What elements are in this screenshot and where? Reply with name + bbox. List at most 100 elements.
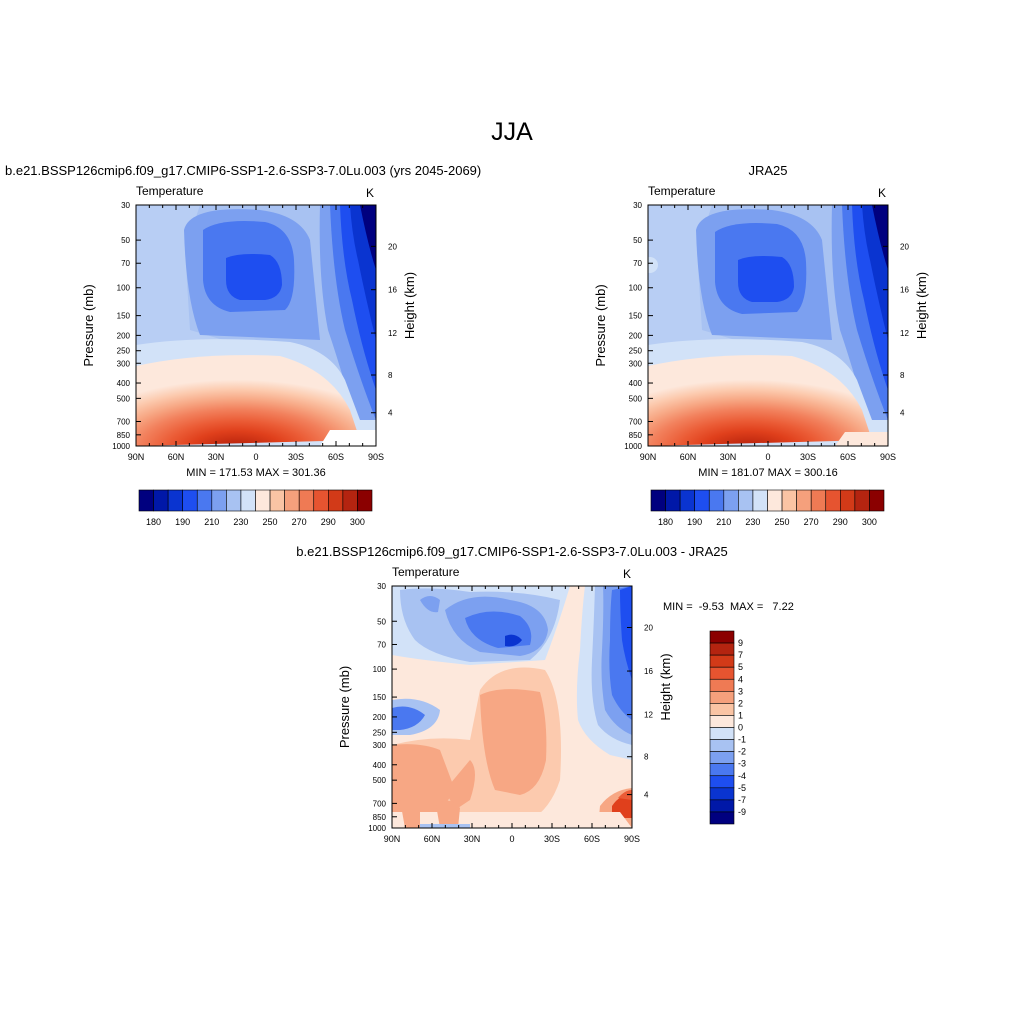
- colorbar-box: [694, 489, 710, 512]
- y-right-tick-label: 8: [388, 371, 393, 380]
- colorbar-box: [709, 775, 735, 789]
- colorbar-label: -5: [738, 783, 746, 793]
- colorbar-label: 0: [738, 723, 743, 733]
- colorbar-box: [810, 489, 827, 512]
- colorbar-label: 250: [775, 517, 790, 527]
- panel-3-units: K: [623, 567, 632, 581]
- y-tick-label: 200: [117, 331, 131, 340]
- y-tick-label: 700: [373, 799, 387, 808]
- colorbar-box: [709, 654, 735, 668]
- colorbar-box: [767, 489, 783, 512]
- colorbar-box: [709, 678, 735, 692]
- y-tick-label: 50: [633, 236, 642, 245]
- y-tick-label: 400: [629, 379, 643, 388]
- x-tick-label: 60S: [584, 834, 600, 844]
- colorbar-box: [709, 799, 735, 813]
- colorbar-box: [357, 489, 373, 512]
- colorbar-box: [709, 763, 735, 777]
- panel-3-left-string: Temperature: [392, 565, 460, 579]
- x-tick-label: 60N: [424, 834, 441, 844]
- x-tick-label: 0: [253, 452, 258, 462]
- panel-1-field: [136, 205, 376, 446]
- y-tick-label: 50: [377, 617, 386, 626]
- colorbar-box: [796, 489, 812, 512]
- panel-1-stats: MIN = 171.53 MAX = 301.36: [186, 467, 326, 479]
- colorbar-box: [679, 489, 695, 512]
- y-tick-label: 500: [373, 776, 387, 785]
- y-tick-label: 250: [373, 728, 387, 737]
- colorbar-label: 210: [204, 517, 219, 527]
- colorbar-box: [650, 489, 666, 512]
- colorbar-box: [342, 489, 358, 512]
- colorbar-box: [709, 715, 735, 728]
- colorbar-1: 180 190 210 230 250 270 290 300: [138, 489, 373, 527]
- colorbar-label: 300: [350, 517, 365, 527]
- y-tick-label: 150: [373, 693, 387, 702]
- panel-2-left-string: Temperature: [648, 184, 716, 198]
- y-right-tick-label: 20: [900, 242, 909, 251]
- colorbar-label: 230: [745, 517, 760, 527]
- colorbar-box: [328, 489, 344, 512]
- colorbar-box: [313, 489, 329, 512]
- colorbar-label: 9: [738, 638, 743, 648]
- colorbar-label: 2: [738, 698, 743, 708]
- colorbar-label: 180: [146, 517, 161, 527]
- y-right-axis-label: Height (km): [402, 272, 417, 339]
- x-tick-label: 60S: [328, 452, 344, 462]
- y-right-tick-label: 16: [388, 286, 397, 295]
- y-tick-label: 1000: [624, 442, 642, 451]
- colorbar-2: 180 190 210 230 250 270 290 300: [650, 489, 885, 527]
- colorbar-box: [738, 489, 754, 512]
- colorbar-box: [665, 489, 681, 512]
- y-right-tick-label: 12: [900, 329, 909, 338]
- colorbar-box: [723, 489, 739, 512]
- y-tick-label: 1000: [368, 824, 386, 833]
- y-tick-label: 300: [373, 741, 387, 750]
- colorbar-label: -1: [738, 735, 746, 745]
- colorbar-label: 190: [175, 517, 190, 527]
- y-tick-label: 250: [629, 347, 643, 356]
- y-tick-label: 850: [629, 431, 643, 440]
- y-tick-label: 850: [117, 431, 131, 440]
- colorbar-label: 190: [687, 517, 702, 527]
- panel-3-stats: MIN = -9.53 MAX = 7.22: [663, 601, 794, 613]
- panel-2-stats: MIN = 181.07 MAX = 300.16: [698, 467, 838, 479]
- y-tick-label: 400: [117, 379, 131, 388]
- colorbar-box: [752, 489, 768, 512]
- colorbar-label: -7: [738, 795, 746, 805]
- y-tick-label: 50: [121, 236, 130, 245]
- page-title: JJA: [491, 118, 533, 146]
- y-tick-label: 70: [377, 640, 386, 649]
- panel-2-title: JRA25: [748, 163, 788, 178]
- colorbar-label: 1: [738, 710, 743, 720]
- x-tick-label: 30S: [288, 452, 304, 462]
- colorbar-box: [226, 489, 242, 512]
- colorbar-box: [709, 691, 735, 704]
- y-right-tick-label: 20: [388, 242, 397, 251]
- y-tick-label: 70: [633, 259, 642, 268]
- colorbar-label: -2: [738, 747, 746, 757]
- x-tick-label: 90S: [368, 452, 384, 462]
- colorbar-box: [709, 727, 735, 740]
- panel-1-units: K: [366, 186, 375, 200]
- y-right-tick-label: 12: [644, 711, 653, 720]
- x-tick-label: 60S: [840, 452, 856, 462]
- y-tick-label: 250: [117, 347, 131, 356]
- colorbar-label: -4: [738, 771, 746, 781]
- colorbar-box: [709, 811, 735, 825]
- y-right-tick-label: 4: [900, 409, 905, 418]
- y-tick-label: 500: [629, 394, 643, 403]
- x-tick-label: 90S: [880, 452, 896, 462]
- colorbar-box: [825, 489, 841, 512]
- colorbar-label: 5: [738, 662, 743, 672]
- x-tick-label: 30S: [544, 834, 560, 844]
- y-tick-label: 100: [373, 665, 387, 674]
- y-tick-label: 200: [629, 331, 643, 340]
- y-tick-label: 70: [121, 259, 130, 268]
- colorbar-box: [138, 489, 154, 512]
- y-tick-label: 150: [117, 312, 131, 321]
- colorbar-box: [153, 489, 169, 512]
- colorbar-box: [211, 489, 227, 512]
- colorbar-box: [709, 739, 735, 752]
